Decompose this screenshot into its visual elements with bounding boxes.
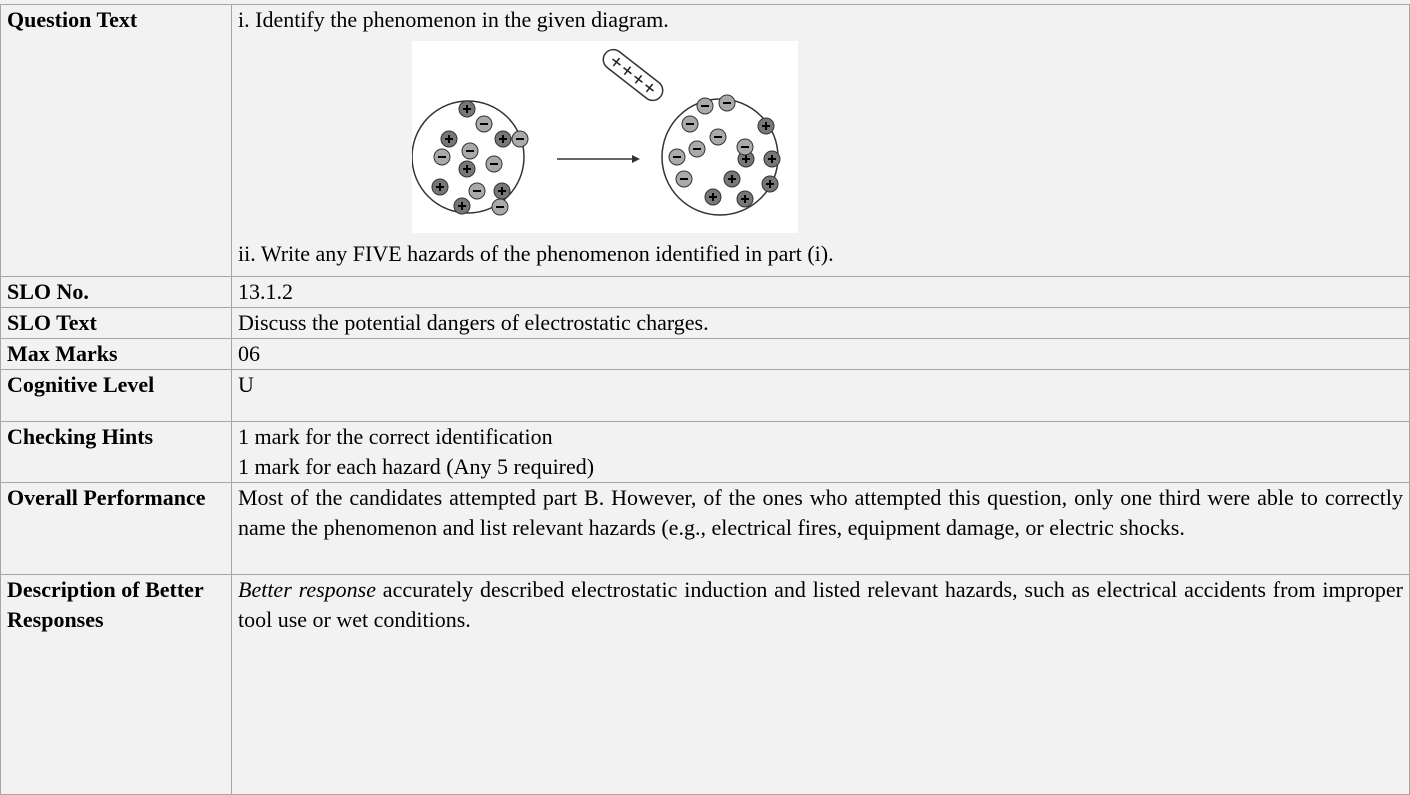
content-line: 06 xyxy=(238,341,260,366)
table-row: Checking Hints 1 mark for the correct ide… xyxy=(0,421,1410,483)
row-label: Cognitive Level xyxy=(0,369,232,422)
content-line: 1 mark for each hazard (Any 5 required) xyxy=(238,454,595,479)
table-row: Overall Performance Most of the candidate… xyxy=(0,482,1410,575)
table-row: Cognitive Level U xyxy=(0,369,1410,422)
header-strip xyxy=(0,0,1410,4)
row-content: 1 mark for the correct identification 1 m… xyxy=(231,421,1410,483)
row-label: SLO No. xyxy=(0,276,232,308)
row-content: U xyxy=(231,369,1410,422)
row-content: Better response accurately described ele… xyxy=(231,574,1410,795)
content-line: Discuss the potential dangers of electro… xyxy=(238,310,709,335)
row-label: SLO Text xyxy=(0,307,232,339)
row-content: Most of the candidates attempted part B.… xyxy=(231,482,1410,575)
row-label: Checking Hints xyxy=(0,421,232,483)
content-line: 13.1.2 xyxy=(238,279,293,304)
content-line: ii. Write any FIVE hazards of the phenom… xyxy=(238,241,834,266)
table-row: Description of Better Responses Better re… xyxy=(0,574,1410,795)
row-content: Discuss the potential dangers of electro… xyxy=(231,307,1410,339)
content-line: U xyxy=(238,372,254,397)
row-label: Max Marks xyxy=(0,338,232,370)
content-line: i. Identify the phenomenon in the given … xyxy=(238,7,669,32)
row-content: 13.1.2 xyxy=(231,276,1410,308)
table-row: Question Text i. Identify the phenomenon … xyxy=(0,4,1410,277)
table-row: SLO No. 13.1.2 xyxy=(0,276,1410,308)
content-line: 1 mark for the correct identification xyxy=(238,424,553,449)
row-label: Description of Better Responses xyxy=(0,574,232,795)
report-table: Question Text i. Identify the phenomenon … xyxy=(0,4,1410,795)
table-row: SLO Text Discuss the potential dangers of… xyxy=(0,307,1410,339)
content-line: Most of the candidates attempted part B.… xyxy=(238,485,1403,540)
emphasis: Better response xyxy=(238,577,376,602)
content-text: accurately described electrostatic induc… xyxy=(238,577,1404,632)
row-label: Overall Performance xyxy=(0,482,232,575)
row-label: Question Text xyxy=(0,4,232,277)
row-content: i. Identify the phenomenon in the given … xyxy=(231,4,1410,277)
row-content: 06 xyxy=(231,338,1410,370)
induction-diagram xyxy=(412,41,798,233)
table-row: Max Marks 06 xyxy=(0,338,1410,370)
